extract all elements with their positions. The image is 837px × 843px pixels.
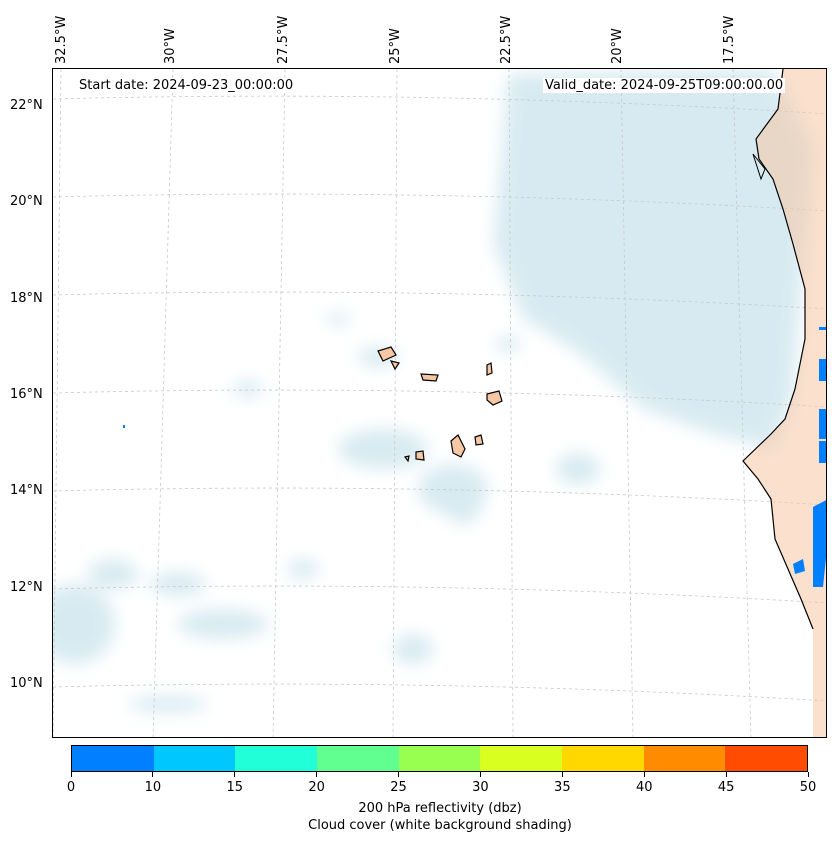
colorbar-tick-label: 40 — [635, 780, 653, 795]
cloud-cover-shading — [53, 69, 813, 712]
colorbar-tick-label: 50 — [799, 780, 817, 795]
colorbar-segment — [643, 746, 726, 771]
lat-label-10n: 10°N — [10, 676, 43, 691]
lon-label-32-5w: 32.5°W — [54, 15, 69, 64]
reflectivity-echoes — [123, 327, 826, 587]
map-canvas — [53, 69, 826, 737]
colorbar-tick — [398, 772, 400, 777]
colorbar-tick — [561, 772, 563, 777]
valid-date-label: Valid_date: 2024-09-25T09:00:00.00 — [543, 78, 786, 93]
colorbar-tick — [643, 772, 645, 777]
colorbar-segment — [235, 746, 318, 771]
colorbar-tick — [725, 772, 727, 777]
colorbar-segment — [72, 746, 154, 771]
colorbar-tick — [807, 772, 809, 777]
graticule — [53, 69, 826, 737]
colorbar-tick-label: 35 — [554, 780, 571, 795]
colorbar-segment — [480, 746, 563, 771]
colorbar-segment — [562, 746, 644, 771]
lon-label-27-5w: 27.5°W — [276, 15, 291, 64]
colorbar-tick-label: 45 — [717, 780, 735, 795]
lat-label-22n: 22°N — [10, 98, 43, 113]
colorbar-tick-label: 10 — [144, 780, 162, 795]
colorbar-tick — [316, 772, 318, 777]
colorbar-tick — [479, 772, 481, 777]
colorbar-tick-label: 25 — [390, 780, 407, 795]
start-date-label: Start date: 2024-09-23_00:00:00 — [77, 78, 296, 93]
colorbar-tick-label: 30 — [472, 780, 489, 795]
reflectivity-colorbar — [71, 745, 808, 772]
colorbar-tick — [152, 772, 154, 777]
colorbar-segment — [317, 746, 399, 771]
colorbar-title: 200 hPa reflectivity (dbz) — [358, 801, 522, 816]
africa-coast — [742, 69, 826, 737]
lat-label-14n: 14°N — [10, 483, 43, 498]
cape-verde-islands — [377, 346, 503, 463]
colorbar-segment — [398, 746, 481, 771]
colorbar-tick-label: 0 — [66, 780, 76, 795]
lat-label-18n: 18°N — [10, 291, 43, 306]
colorbar-segment — [725, 746, 808, 771]
colorbar-tick — [70, 772, 72, 777]
map-panel — [52, 68, 827, 738]
lon-label-22-5w: 22.5°W — [499, 15, 514, 64]
colorbar-tick — [234, 772, 236, 777]
lon-label-30w: 30°W — [163, 28, 178, 64]
lat-label-16n: 16°N — [10, 387, 43, 402]
lon-label-20w: 20°W — [610, 28, 625, 64]
colorbar-tick-label: 20 — [308, 780, 325, 795]
colorbar-segment — [153, 746, 236, 771]
lon-label-17-5w: 17.5°W — [722, 15, 737, 64]
lat-label-12n: 12°N — [10, 580, 43, 595]
lat-label-20n: 20°N — [10, 194, 43, 209]
colorbar-tick-label: 15 — [226, 780, 244, 795]
cloud-cover-caption: Cloud cover (white background shading) — [308, 818, 572, 833]
lon-label-25w: 25°W — [388, 28, 403, 64]
